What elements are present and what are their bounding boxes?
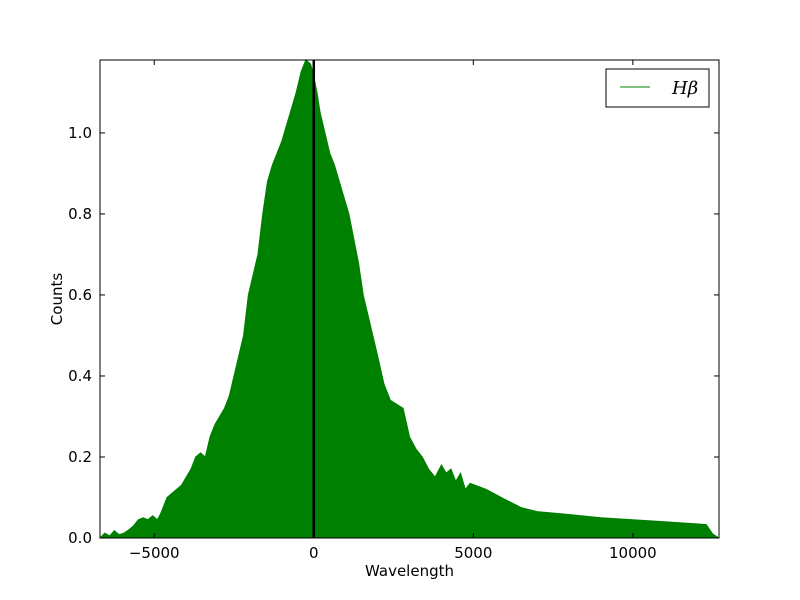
legend-entry-label: Hβ [671, 78, 698, 99]
y-axis: 0.0 0.2 0.4 0.6 0.8 1.0 [68, 124, 719, 547]
x-tick-label: −5000 [129, 544, 180, 562]
x-axis-label: Wavelength [365, 562, 454, 580]
y-tick-label: 0.2 [68, 448, 92, 466]
series-area-fill [100, 60, 719, 538]
x-tick-label: 10000 [609, 544, 657, 562]
y-tick-label: 1.0 [68, 124, 92, 142]
y-axis-label: Counts [48, 273, 66, 326]
x-axis: −5000 0 5000 10000 [129, 60, 657, 562]
legend-box [605, 68, 710, 108]
legend: Hβ [605, 68, 710, 108]
x-tick-label: 0 [309, 544, 319, 562]
plot-frame [99, 59, 720, 539]
x-tick-label: 5000 [454, 544, 492, 562]
y-tick-label: 0.8 [68, 205, 92, 223]
plot-area [99, 59, 720, 539]
y-tick-label: 0.0 [68, 529, 92, 547]
y-tick-label: 0.6 [68, 286, 92, 304]
y-tick-label: 0.4 [68, 367, 92, 385]
